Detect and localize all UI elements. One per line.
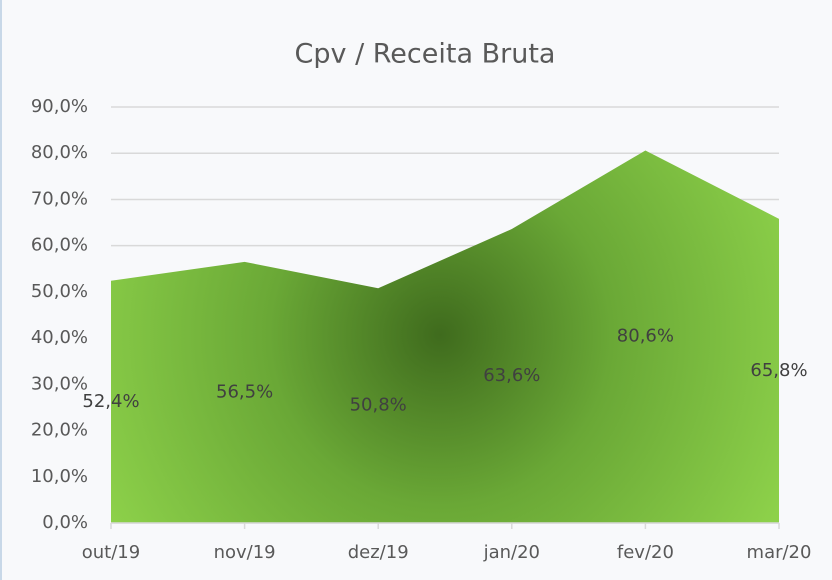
y-tick-label: 90,0%: [31, 96, 88, 117]
y-tick-label: 0,0%: [42, 512, 88, 533]
x-tick-label: dez/19: [348, 542, 409, 563]
y-tick-label: 30,0%: [31, 373, 88, 394]
y-tick-label: 80,0%: [31, 142, 88, 163]
area: [111, 150, 779, 523]
data-label: 65,8%: [750, 360, 807, 381]
x-tick-label: nov/19: [214, 542, 276, 563]
x-tick-label: jan/20: [483, 542, 540, 563]
y-tick-label: 70,0%: [31, 188, 88, 209]
x-tick-label: out/19: [82, 542, 140, 563]
data-label: 80,6%: [617, 326, 674, 347]
data-label: 56,5%: [216, 381, 273, 402]
y-tick-label: 10,0%: [31, 466, 88, 487]
y-tick-label: 50,0%: [31, 281, 88, 302]
data-label: 52,4%: [82, 391, 139, 412]
y-tick-label: 60,0%: [31, 235, 88, 256]
x-tick-label: fev/20: [617, 542, 674, 563]
y-tick-label: 20,0%: [31, 420, 88, 441]
x-tick-label: mar/20: [747, 542, 812, 563]
data-label: 50,8%: [350, 395, 407, 416]
data-label: 63,6%: [483, 365, 540, 386]
y-tick-label: 40,0%: [31, 327, 88, 348]
chart-title: Cpv / Receita Bruta: [295, 39, 556, 70]
